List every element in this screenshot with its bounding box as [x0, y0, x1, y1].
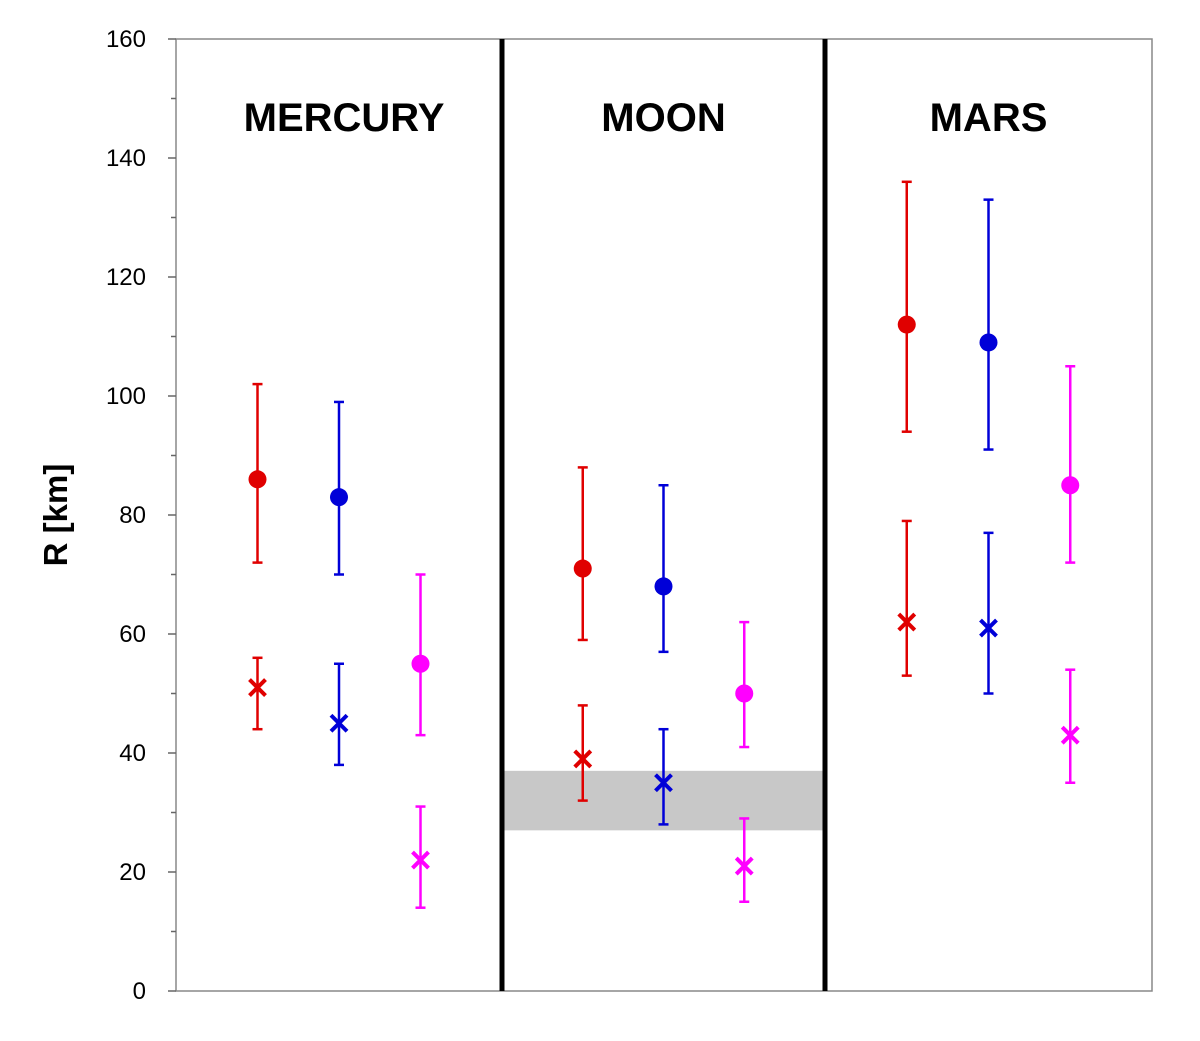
panel-dividers: [499, 39, 828, 991]
x-marker: [329, 713, 349, 733]
circle-marker: [411, 654, 430, 673]
y-tick-label: 100: [106, 383, 146, 410]
data-point-circle: [411, 573, 430, 737]
x-marker: [1060, 725, 1080, 745]
data-point-x: [1060, 668, 1080, 784]
panel-title: MERCURY: [244, 96, 445, 140]
y-tick-label: 40: [119, 740, 146, 767]
y-tick-label: 60: [119, 621, 146, 648]
data-point-x: [411, 805, 430, 909]
data-point-x: [573, 704, 593, 802]
data-point-x: [248, 656, 267, 731]
y-axis-title: R [km]: [37, 464, 74, 567]
y-tick-label: 140: [106, 145, 146, 172]
circle-marker: [1061, 476, 1080, 495]
data-point-circle: [1061, 365, 1080, 564]
y-axis: 0 20 40 60 80 100 120 140 160: [106, 26, 176, 1005]
data-point-circle: [573, 466, 592, 642]
data-point-x: [979, 531, 998, 695]
y-tick-label: 120: [106, 264, 146, 291]
data-point-circle: [735, 620, 754, 749]
circle-marker: [573, 559, 592, 578]
data-point-x: [734, 817, 754, 903]
x-marker: [411, 850, 430, 870]
circle-marker: [330, 488, 348, 507]
y-tick-label: 160: [106, 26, 146, 53]
panel-titles: MERCURY MOON MARS: [244, 96, 1048, 140]
circle-marker: [735, 684, 754, 703]
y-tick-label: 0: [133, 978, 146, 1005]
panel-title: MOON: [601, 96, 725, 140]
data-point-x: [654, 727, 673, 826]
circle-marker: [897, 315, 916, 334]
x-marker: [248, 678, 267, 697]
data-points: [248, 180, 1080, 909]
x-marker: [573, 749, 593, 769]
circle-marker: [979, 333, 998, 352]
x-marker: [979, 618, 998, 638]
data-point-circle: [654, 484, 673, 654]
y-tick-label: 20: [119, 859, 146, 886]
circle-marker: [654, 577, 673, 596]
x-marker: [897, 612, 917, 632]
circle-marker: [248, 470, 267, 489]
x-marker: [654, 773, 673, 793]
y-tick-label: 80: [119, 502, 146, 529]
data-point-x: [329, 662, 349, 767]
data-point-x: [897, 519, 917, 677]
data-point-circle: [330, 400, 348, 576]
data-point-circle: [248, 382, 267, 564]
panel-title: MARS: [930, 96, 1048, 140]
data-point-circle: [897, 180, 916, 433]
x-marker: [734, 856, 754, 876]
data-point-circle: [979, 198, 998, 451]
